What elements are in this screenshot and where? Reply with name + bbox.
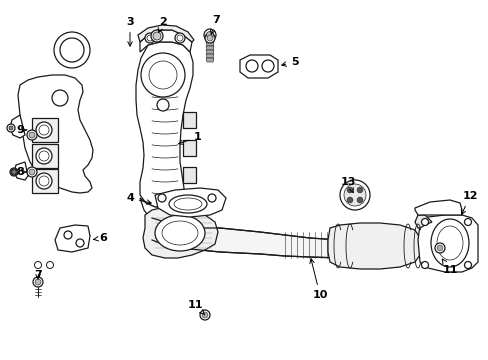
Text: 9: 9 xyxy=(16,125,27,135)
Ellipse shape xyxy=(153,32,161,40)
Ellipse shape xyxy=(54,32,90,68)
Ellipse shape xyxy=(11,169,17,175)
Polygon shape xyxy=(205,46,214,50)
Text: 12: 12 xyxy=(461,191,477,215)
Ellipse shape xyxy=(207,194,216,202)
Ellipse shape xyxy=(421,261,427,269)
Ellipse shape xyxy=(145,33,155,43)
Text: 8: 8 xyxy=(16,167,27,177)
Ellipse shape xyxy=(151,30,163,42)
Ellipse shape xyxy=(141,53,184,97)
Polygon shape xyxy=(414,200,461,215)
Polygon shape xyxy=(414,215,431,228)
Polygon shape xyxy=(155,188,225,217)
Ellipse shape xyxy=(64,231,72,239)
Text: 2: 2 xyxy=(158,17,166,33)
Text: 10: 10 xyxy=(309,259,327,300)
Ellipse shape xyxy=(262,60,273,72)
Ellipse shape xyxy=(202,312,207,318)
Polygon shape xyxy=(138,25,194,42)
Text: 5: 5 xyxy=(281,57,298,67)
Polygon shape xyxy=(417,215,477,272)
Text: 1: 1 xyxy=(178,132,202,144)
Polygon shape xyxy=(140,30,192,52)
Ellipse shape xyxy=(36,148,52,164)
Ellipse shape xyxy=(339,180,369,210)
Polygon shape xyxy=(205,42,214,46)
Ellipse shape xyxy=(175,33,184,43)
Ellipse shape xyxy=(52,90,68,106)
Polygon shape xyxy=(183,140,196,156)
Ellipse shape xyxy=(33,277,43,287)
Ellipse shape xyxy=(356,197,362,203)
Text: 6: 6 xyxy=(93,233,107,243)
Ellipse shape xyxy=(206,31,213,39)
Ellipse shape xyxy=(421,219,427,225)
Ellipse shape xyxy=(27,167,37,177)
Ellipse shape xyxy=(206,35,213,41)
Text: 7: 7 xyxy=(210,15,220,34)
Ellipse shape xyxy=(346,187,352,193)
Ellipse shape xyxy=(76,239,84,247)
Ellipse shape xyxy=(7,124,15,132)
Polygon shape xyxy=(10,115,25,138)
Ellipse shape xyxy=(430,219,468,267)
Polygon shape xyxy=(140,198,183,222)
Ellipse shape xyxy=(157,99,169,111)
Polygon shape xyxy=(142,207,218,258)
Text: 11: 11 xyxy=(187,300,204,315)
Polygon shape xyxy=(136,42,193,208)
Ellipse shape xyxy=(155,215,204,251)
Ellipse shape xyxy=(169,195,206,213)
Ellipse shape xyxy=(12,170,16,174)
Ellipse shape xyxy=(200,310,209,320)
Polygon shape xyxy=(55,225,90,252)
Polygon shape xyxy=(32,144,58,168)
Ellipse shape xyxy=(10,168,18,176)
Ellipse shape xyxy=(35,261,41,269)
Polygon shape xyxy=(240,55,278,78)
Ellipse shape xyxy=(27,130,37,140)
Ellipse shape xyxy=(343,184,365,206)
Polygon shape xyxy=(183,167,196,183)
Ellipse shape xyxy=(245,60,258,72)
Ellipse shape xyxy=(9,126,13,130)
Polygon shape xyxy=(32,169,58,193)
Ellipse shape xyxy=(346,197,352,203)
Ellipse shape xyxy=(434,243,444,253)
Polygon shape xyxy=(152,218,459,258)
Text: 3: 3 xyxy=(126,17,134,46)
Ellipse shape xyxy=(436,245,442,251)
Polygon shape xyxy=(14,162,28,180)
Ellipse shape xyxy=(29,169,35,175)
Ellipse shape xyxy=(29,132,35,138)
Polygon shape xyxy=(183,112,196,128)
Polygon shape xyxy=(18,75,93,193)
Polygon shape xyxy=(32,118,58,142)
Ellipse shape xyxy=(203,29,216,41)
Ellipse shape xyxy=(36,173,52,189)
Ellipse shape xyxy=(36,122,52,138)
Text: 11: 11 xyxy=(441,259,457,275)
Ellipse shape xyxy=(204,33,215,43)
Text: 4: 4 xyxy=(126,193,151,204)
Ellipse shape xyxy=(46,261,53,269)
Polygon shape xyxy=(327,223,419,269)
Ellipse shape xyxy=(356,187,362,193)
Polygon shape xyxy=(205,54,214,58)
Polygon shape xyxy=(205,58,214,62)
Polygon shape xyxy=(205,50,214,54)
Text: 13: 13 xyxy=(340,177,355,193)
Ellipse shape xyxy=(464,219,470,225)
Text: 7: 7 xyxy=(34,270,42,280)
Ellipse shape xyxy=(158,194,165,202)
Ellipse shape xyxy=(464,261,470,269)
Ellipse shape xyxy=(35,279,41,285)
